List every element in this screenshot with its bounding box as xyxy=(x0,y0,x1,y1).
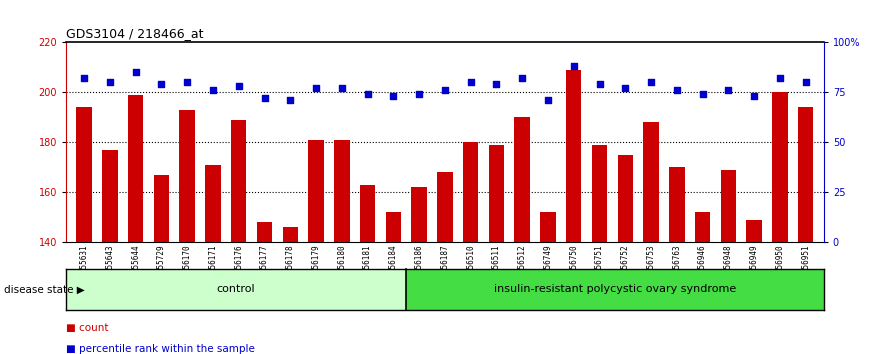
Bar xyxy=(515,118,530,242)
Point xyxy=(232,84,246,89)
Point xyxy=(129,70,143,75)
Text: GDS3104 / 218466_at: GDS3104 / 218466_at xyxy=(66,27,204,40)
Text: insulin-resistant polycystic ovary syndrome: insulin-resistant polycystic ovary syndr… xyxy=(493,284,736,295)
Bar xyxy=(386,212,401,242)
Bar xyxy=(256,222,272,242)
Bar xyxy=(618,155,633,242)
Point xyxy=(670,88,684,93)
Bar xyxy=(205,165,221,242)
Point xyxy=(309,86,323,91)
Point xyxy=(566,64,581,69)
Bar xyxy=(283,228,298,242)
Bar xyxy=(102,150,118,242)
Bar xyxy=(721,170,737,242)
Bar xyxy=(128,95,144,242)
Bar xyxy=(540,212,556,242)
Point xyxy=(541,98,555,103)
Bar xyxy=(798,108,813,242)
Bar xyxy=(77,108,92,242)
Bar xyxy=(180,110,195,242)
Bar xyxy=(695,212,710,242)
Point xyxy=(77,76,91,81)
Point xyxy=(103,80,117,85)
Point xyxy=(386,94,400,99)
Bar xyxy=(308,140,324,242)
Point xyxy=(257,96,271,101)
Point xyxy=(206,88,220,93)
Point xyxy=(799,80,813,85)
Point xyxy=(438,88,452,93)
Bar xyxy=(359,185,375,242)
Point xyxy=(463,80,478,85)
Bar xyxy=(406,269,824,310)
Point xyxy=(618,86,633,91)
Bar xyxy=(772,92,788,242)
Point xyxy=(283,98,297,103)
Bar xyxy=(231,120,247,242)
Bar xyxy=(592,145,607,242)
Point xyxy=(644,80,658,85)
Point xyxy=(747,94,761,99)
Point xyxy=(360,92,374,97)
Bar xyxy=(463,142,478,242)
Bar xyxy=(669,167,685,242)
Point xyxy=(722,88,736,93)
Bar xyxy=(411,188,427,242)
Bar xyxy=(334,140,350,242)
Bar xyxy=(66,269,406,310)
Bar xyxy=(437,172,453,242)
Point xyxy=(154,82,168,87)
Bar xyxy=(746,220,762,242)
Point xyxy=(773,76,787,81)
Bar xyxy=(566,70,581,242)
Text: disease state ▶: disease state ▶ xyxy=(4,284,85,295)
Text: ■ count: ■ count xyxy=(66,323,108,333)
Point xyxy=(696,92,710,97)
Point xyxy=(335,86,349,91)
Text: ■ percentile rank within the sample: ■ percentile rank within the sample xyxy=(66,344,255,354)
Text: control: control xyxy=(217,284,255,295)
Point xyxy=(180,80,194,85)
Point xyxy=(515,76,529,81)
Point xyxy=(593,82,607,87)
Bar xyxy=(153,175,169,242)
Point xyxy=(490,82,504,87)
Bar xyxy=(643,122,659,242)
Bar xyxy=(489,145,504,242)
Point xyxy=(412,92,426,97)
